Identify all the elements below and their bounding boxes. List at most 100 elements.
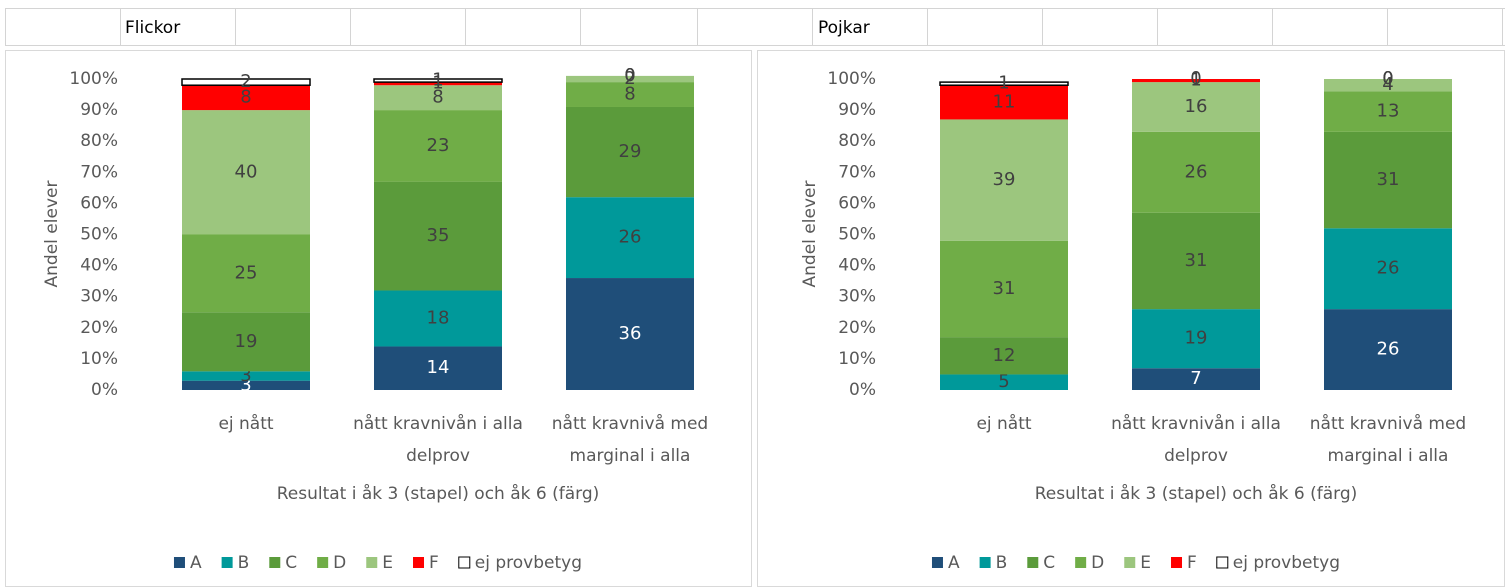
bar-segment: [374, 82, 502, 86]
bar-segment: [1132, 82, 1260, 132]
bar-segment: [939, 81, 1069, 86]
data-label: 26: [1185, 161, 1208, 182]
data-label: 1: [432, 70, 443, 91]
bar-segment: [940, 119, 1068, 241]
y-tick-label: 70%: [80, 162, 118, 182]
legend-label: B: [996, 553, 1008, 573]
data-label: 19: [1185, 328, 1208, 349]
legend-label: D: [333, 553, 346, 573]
data-label: 25: [235, 262, 258, 283]
data-label: 0: [624, 65, 635, 86]
legend-label: A: [948, 553, 960, 573]
x-tick-label: nått kravnivån i alla delprov: [353, 414, 523, 466]
bar-segment: [1324, 309, 1452, 390]
bar-segment: [182, 371, 310, 381]
data-label: 26: [1377, 339, 1400, 360]
data-label: 0: [1382, 68, 1393, 89]
data-label: 26: [1377, 258, 1400, 279]
y-tick-label: 40%: [80, 256, 118, 276]
bar-segment: [374, 85, 502, 111]
data-label: 23: [427, 135, 450, 156]
data-label: 40: [235, 161, 258, 182]
x-tick-label: ej nått: [218, 414, 274, 434]
data-label: 2: [624, 68, 635, 89]
legend-swatch: [1124, 557, 1136, 568]
y-axis-title: Andel elever: [800, 181, 820, 288]
bar-segment: [374, 290, 502, 347]
data-label: 0: [1190, 68, 1201, 89]
bar-segment: [566, 75, 694, 83]
data-label: 13: [1377, 101, 1400, 122]
y-tick-label: 80%: [80, 131, 118, 151]
bar-segment: [182, 312, 310, 372]
y-tick-label: 10%: [80, 349, 118, 369]
data-label: 11: [993, 91, 1016, 112]
x-tick-label: nått kravnivå med marginal i alla: [551, 414, 709, 466]
legend-label: F: [1187, 553, 1197, 573]
bar-segment: [1132, 131, 1260, 213]
bar-segment: [1324, 79, 1452, 92]
bar-segment: [940, 240, 1068, 338]
bar-segment: [1132, 368, 1260, 390]
data-label: 36: [619, 323, 642, 344]
legend-swatch: [979, 557, 991, 568]
legend-label: ej provbetyg: [475, 553, 582, 573]
y-tick-label: 100%: [827, 69, 876, 89]
legend-label: E: [382, 553, 393, 573]
bar-segment: [1132, 79, 1260, 83]
bar-segment: [373, 78, 503, 83]
bar-segment: [182, 110, 310, 235]
y-tick-label: 10%: [838, 349, 876, 369]
data-label: 18: [427, 307, 450, 328]
legend-swatch: [221, 557, 233, 568]
y-tick-label: 0%: [849, 380, 876, 400]
bar-segment: [181, 78, 311, 86]
data-label: 3: [240, 374, 251, 395]
bar-segment: [1324, 91, 1452, 132]
y-tick-label: 80%: [838, 131, 876, 151]
bar-segment: [1324, 228, 1452, 310]
data-label: 8: [432, 87, 443, 108]
x-axis-title: Resultat i åk 3 (stapel) och åk 6 (färg): [277, 483, 600, 504]
data-label: 29: [619, 141, 642, 162]
y-tick-label: 50%: [80, 225, 118, 245]
legend-swatch: [413, 557, 425, 568]
x-tick-label: nått kravnivå med marginal i alla: [1309, 414, 1467, 466]
legend-label: E: [1140, 553, 1151, 573]
y-tick-label: 90%: [80, 100, 118, 120]
bar-segment: [374, 346, 502, 390]
cell-grid: [5, 8, 1505, 46]
data-label: 7: [1190, 368, 1201, 389]
data-label: 5: [998, 371, 1009, 392]
chart-title: Pojkar: [818, 18, 870, 38]
bar-segment: [182, 85, 310, 111]
legend-label: C: [1043, 553, 1055, 573]
data-label: 1: [432, 73, 443, 94]
data-label: 1: [998, 73, 1009, 94]
legend-swatch: [458, 556, 471, 569]
legend-label: C: [285, 553, 297, 573]
legend-swatch: [931, 557, 943, 568]
legend-swatch: [366, 557, 378, 568]
data-label: 2: [240, 71, 251, 92]
bar-segment: [182, 380, 310, 390]
data-label: 12: [993, 345, 1016, 366]
bar-segment: [374, 181, 502, 291]
bar-segment: [566, 278, 694, 390]
y-tick-label: 100%: [69, 69, 118, 89]
y-tick-label: 60%: [80, 193, 118, 213]
y-tick-label: 0%: [91, 380, 118, 400]
chart-title: Flickor: [125, 18, 180, 38]
bar-segment: [566, 197, 694, 279]
data-label: 8: [240, 87, 251, 108]
y-tick-label: 20%: [838, 318, 876, 338]
data-label: 31: [1377, 169, 1400, 190]
y-tick-label: 40%: [838, 256, 876, 276]
bar-segment: [1132, 212, 1260, 310]
legend-swatch: [1216, 556, 1229, 569]
legend-swatch: [1075, 557, 1087, 568]
legend-label: D: [1091, 553, 1104, 573]
